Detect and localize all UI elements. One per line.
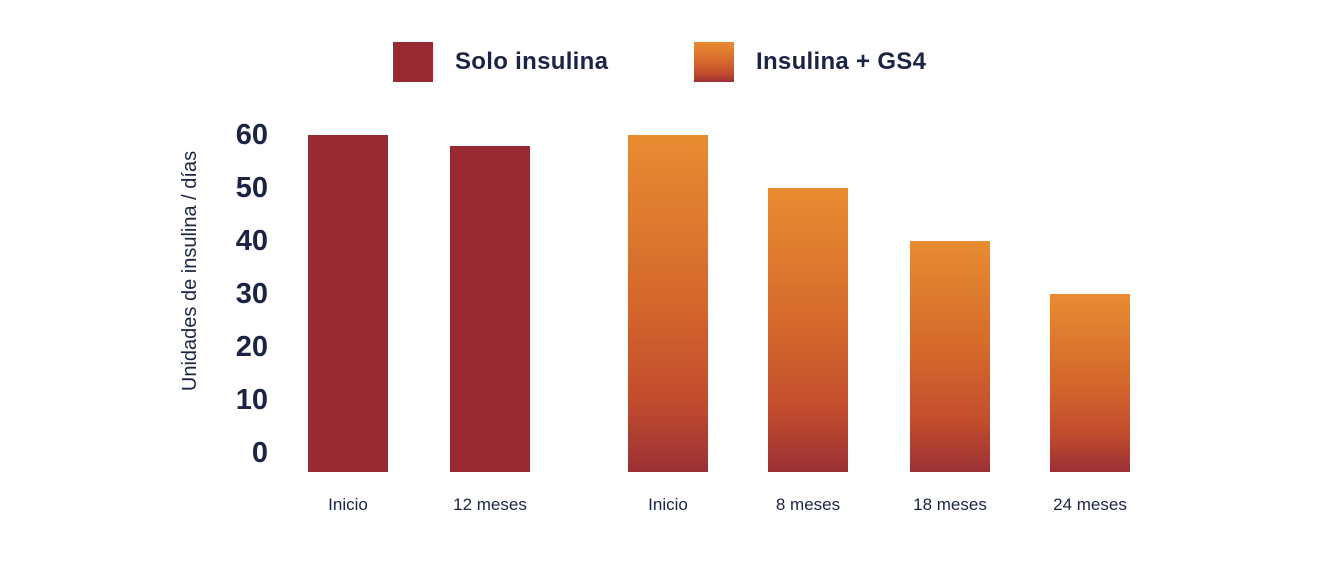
- chart-bar: [910, 241, 990, 472]
- y-tick-label: 60: [235, 119, 268, 151]
- y-tick-label: 50: [235, 172, 268, 204]
- x-axis-label: 12 meses: [453, 495, 527, 514]
- chart-bar: [768, 188, 848, 472]
- chart-bar: [450, 145, 530, 472]
- legend-swatch-insulina-gs4: [694, 42, 734, 82]
- legend-item-solo-insulina: Solo insulina: [393, 42, 608, 82]
- chart-bar: [1050, 294, 1130, 472]
- x-axis-label: 8 meses: [775, 495, 841, 514]
- legend-label-insulina-gs4: Insulina + GS4: [756, 48, 927, 75]
- legend-swatch-solo-insulina: [393, 42, 433, 82]
- y-tick-label: 10: [235, 384, 268, 416]
- x-axis-label: 24 meses: [1053, 495, 1127, 514]
- legend-item-insulina-gs4: Insulina + GS4: [694, 42, 926, 82]
- x-axis-label: 18 meses: [913, 495, 987, 514]
- chart-bar: [628, 135, 708, 472]
- x-axis-label: Inicio: [328, 495, 368, 514]
- y-tick-label: 30: [235, 278, 268, 310]
- chart-bar: [308, 135, 388, 472]
- y-tick-label: 20: [235, 331, 268, 363]
- y-tick-label: 40: [235, 225, 268, 257]
- x-axis-label: Inicio: [648, 495, 688, 514]
- legend-label-solo-insulina: Solo insulina: [455, 48, 609, 75]
- y-tick-label: 0: [251, 437, 268, 469]
